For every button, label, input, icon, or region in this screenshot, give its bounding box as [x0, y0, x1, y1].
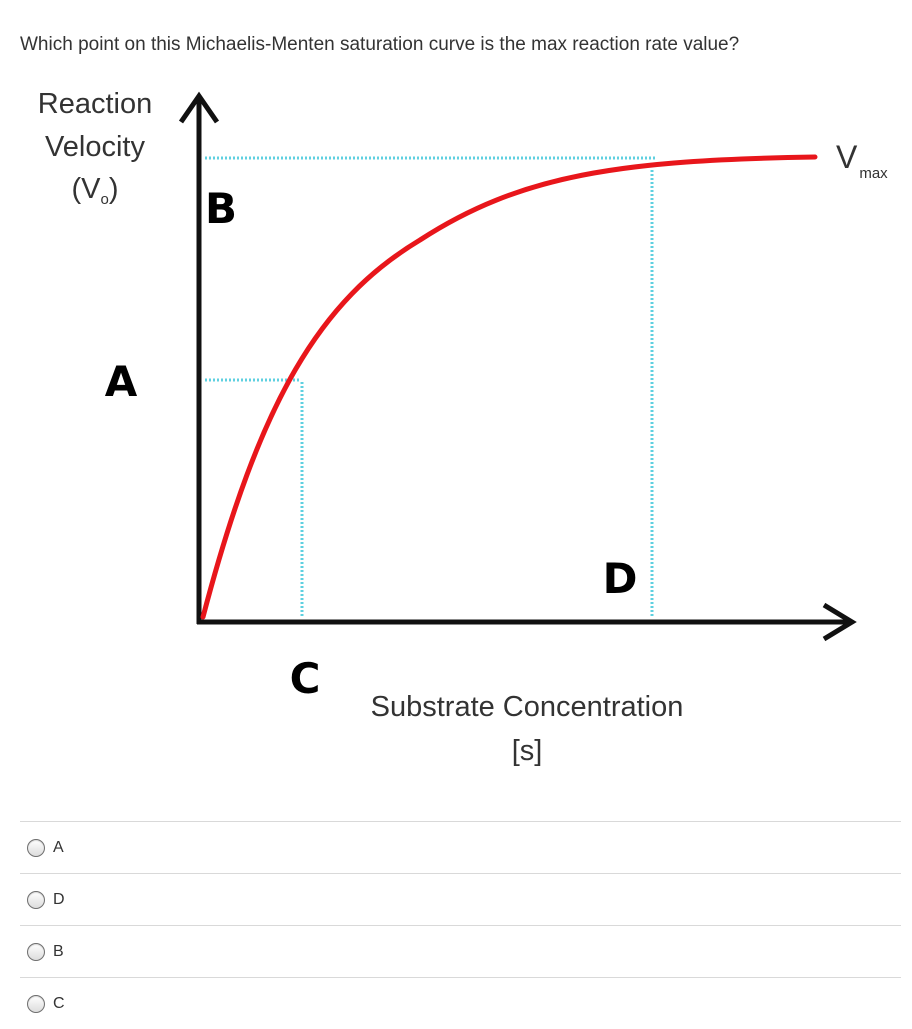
radio-button[interactable]	[27, 838, 45, 857]
y-axis-label-line2: Velocity	[45, 131, 145, 163]
radio-button[interactable]	[27, 890, 45, 909]
choice-a[interactable]: A	[20, 821, 901, 873]
choice-label: C	[53, 994, 65, 1012]
choice-d[interactable]: D	[20, 873, 901, 925]
y-axis-label-line3: (Vo)	[71, 173, 118, 208]
choice-label: B	[53, 942, 64, 960]
point-label-b: B	[205, 184, 237, 233]
answer-choices: A D B C	[20, 821, 901, 1029]
y-axis-label-line1: Reaction	[38, 88, 152, 120]
x-axis-arrowhead	[822, 602, 857, 642]
point-label-c: C	[290, 654, 321, 703]
choice-c[interactable]: C	[20, 977, 901, 1029]
x-axis-label-line1: Substrate Concentration	[371, 691, 684, 723]
radio-button[interactable]	[27, 942, 45, 961]
question-text: Which point on this Michaelis-Menten sat…	[20, 34, 740, 55]
saturation-curve	[200, 154, 818, 620]
point-label-d: D	[603, 554, 638, 603]
michaelis-menten-figure: Reaction Velocity (Vo) Substrate Concent…	[38, 88, 888, 767]
radio-button[interactable]	[27, 994, 45, 1013]
x-axis-label-line2: [s]	[512, 735, 543, 767]
choice-label: D	[53, 890, 65, 908]
point-label-a: A	[105, 357, 138, 406]
choice-label: A	[53, 838, 64, 856]
y-axis-arrowhead	[178, 91, 220, 124]
choice-b[interactable]: B	[20, 925, 901, 977]
